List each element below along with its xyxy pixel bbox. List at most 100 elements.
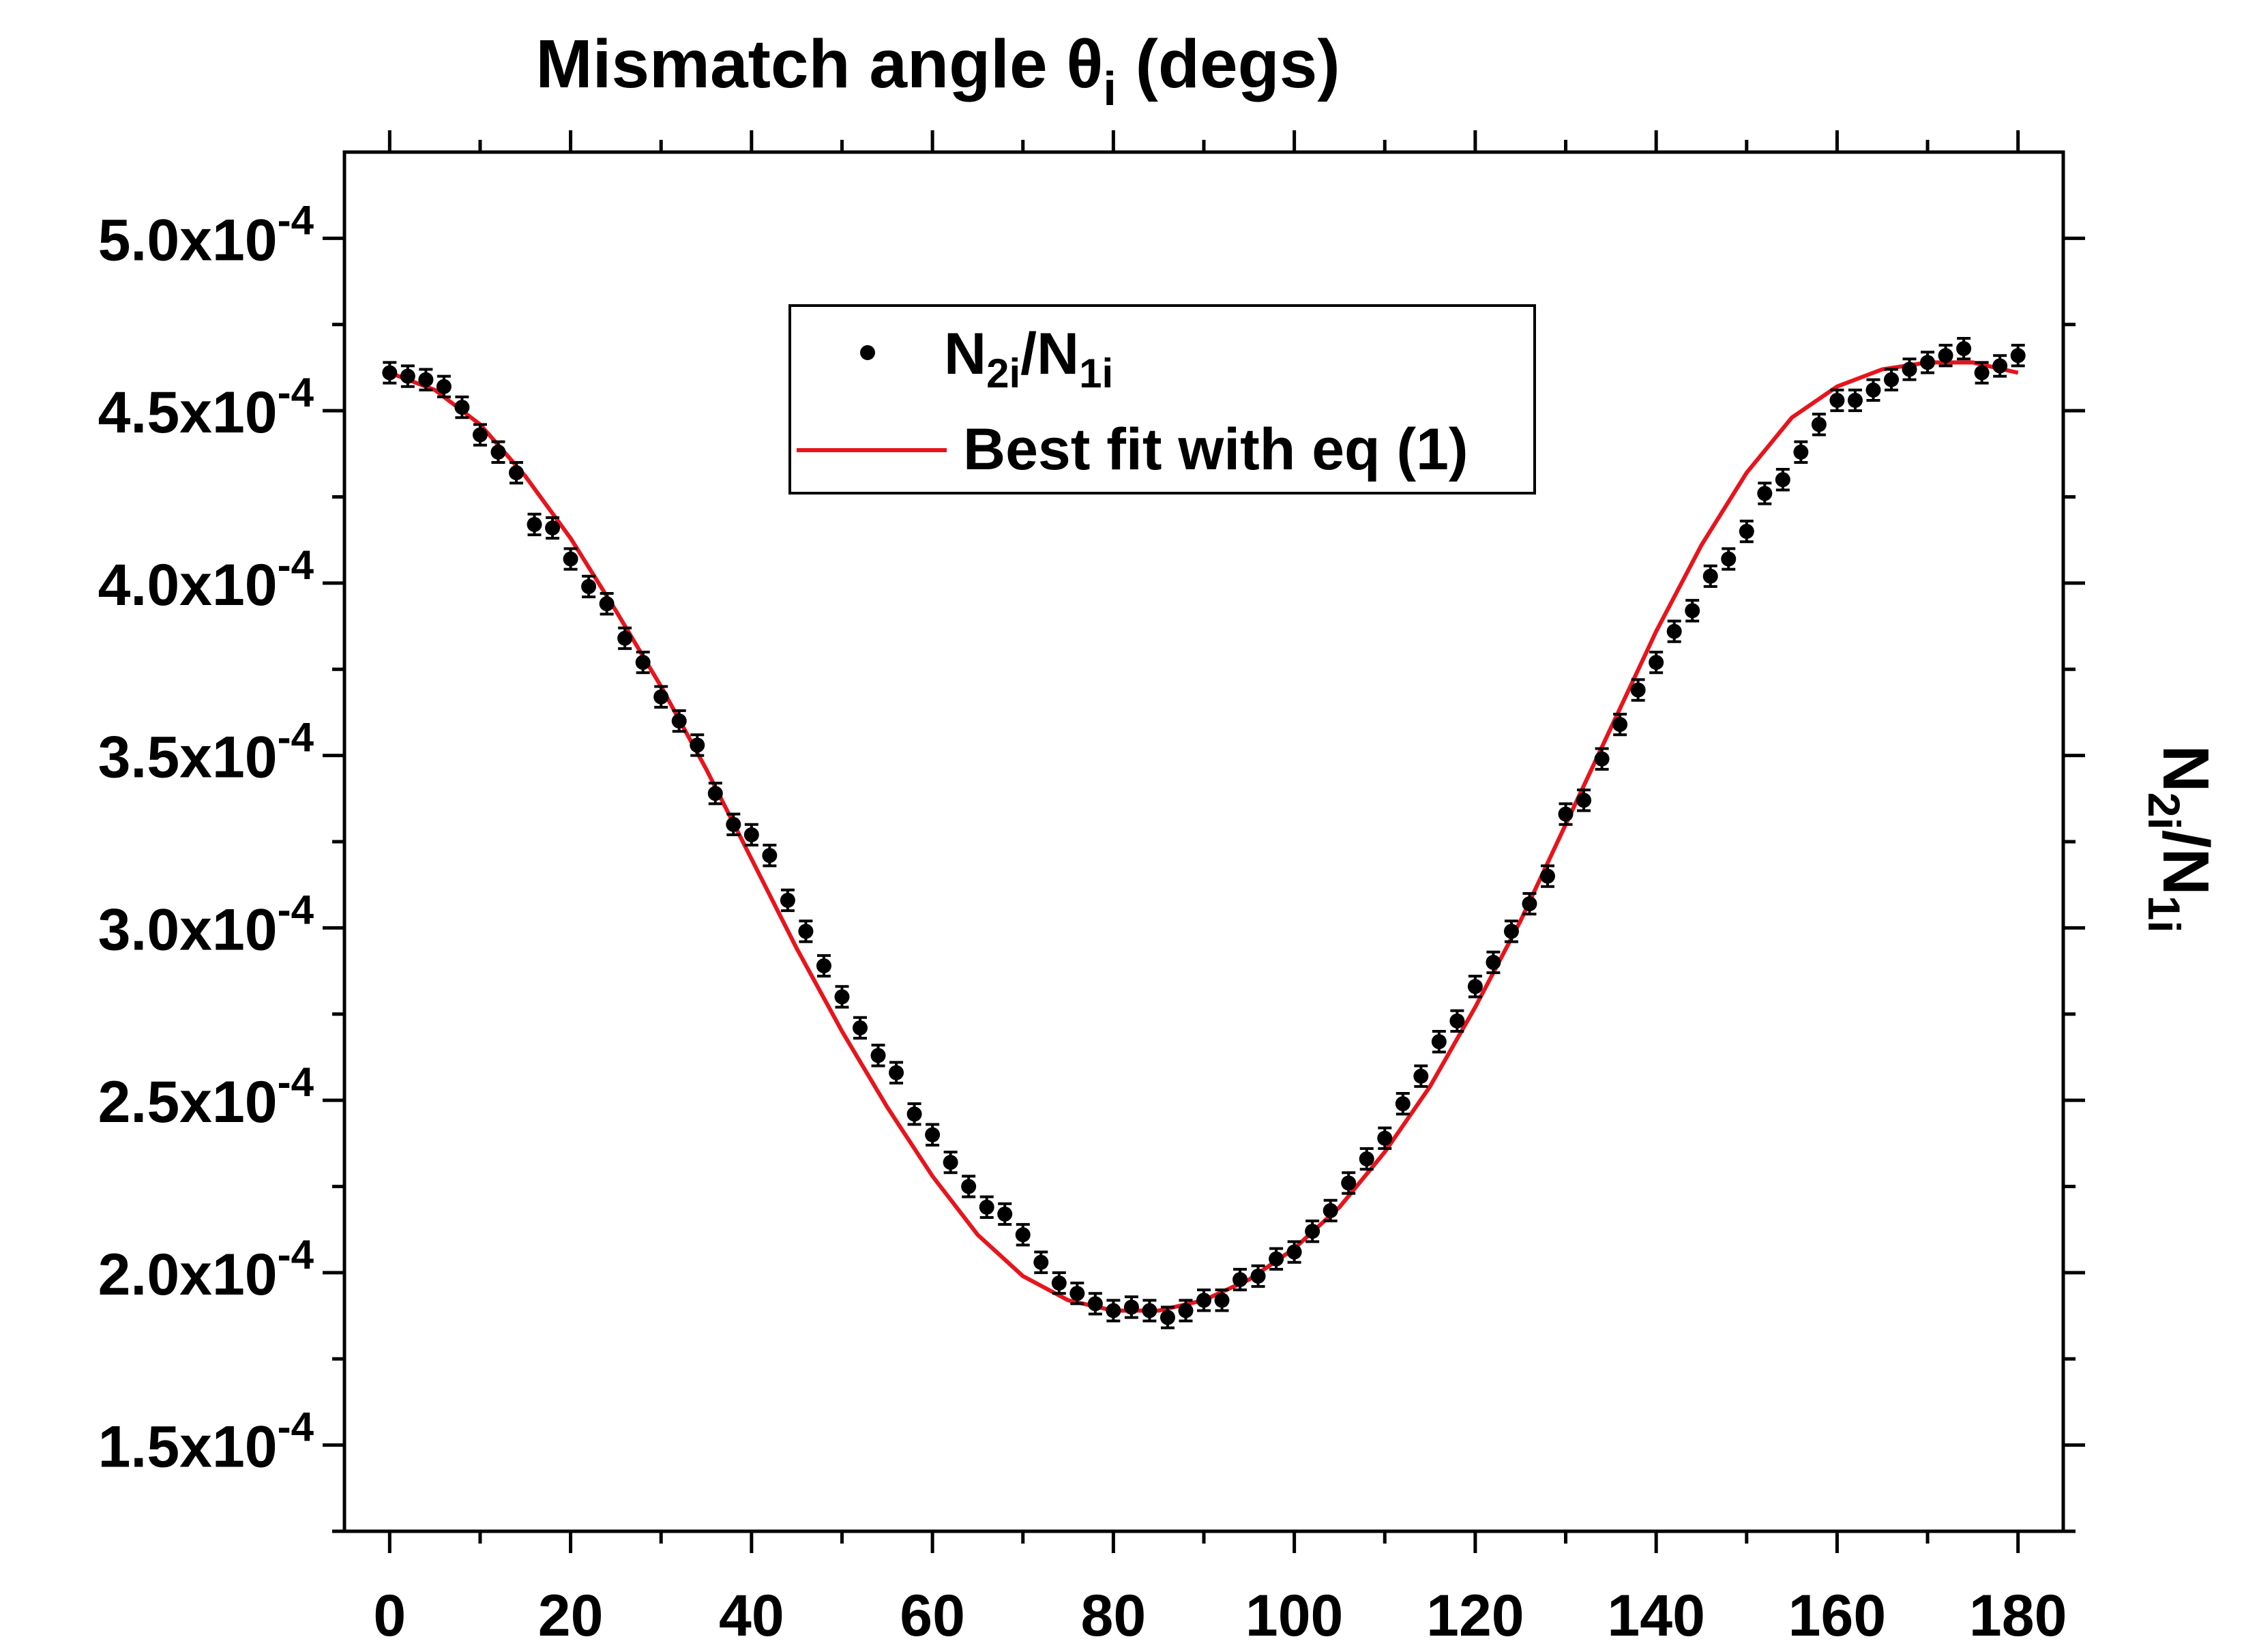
data-point-marker xyxy=(1033,1254,1049,1270)
data-point-marker xyxy=(979,1199,994,1215)
data-point-marker xyxy=(1956,341,1972,357)
data-point xyxy=(1269,1247,1284,1271)
data-point xyxy=(1775,468,1790,492)
data-point xyxy=(1847,388,1863,413)
y-tick-label: 3.5x10-4 xyxy=(98,715,314,791)
data-point-marker xyxy=(1793,444,1809,460)
data-point xyxy=(1612,712,1628,737)
data-point xyxy=(1920,351,1936,374)
data-point xyxy=(889,1061,904,1085)
x-tick-label: 120 xyxy=(1426,1583,1524,1649)
data-point xyxy=(961,1175,977,1198)
y-tick-labels: 1.5x10-4 2.0x10-4 2.5x10-4 3.0x10-4 3.5x10-4… xyxy=(98,197,314,1479)
data-point xyxy=(1232,1267,1248,1292)
chart-title-subscript: i xyxy=(1103,62,1116,115)
data-point-marker xyxy=(798,924,814,939)
data-point-marker xyxy=(1305,1224,1320,1239)
y-tick-label: 3.0x10-4 xyxy=(98,887,314,962)
data-point-marker xyxy=(780,892,795,908)
data-point-marker xyxy=(599,596,615,612)
data-point xyxy=(382,361,398,385)
data-point xyxy=(2010,344,2026,368)
data-point xyxy=(1051,1271,1067,1295)
y-tick-label: 4.5x10-4 xyxy=(98,370,314,445)
data-point-marker xyxy=(1286,1244,1302,1260)
data-point xyxy=(1594,747,1610,771)
data-point-marker xyxy=(1558,806,1574,822)
data-point-marker xyxy=(889,1065,904,1080)
fit-line xyxy=(389,360,2019,1313)
data-point-marker xyxy=(454,400,470,415)
data-point-marker xyxy=(906,1106,922,1122)
data-point xyxy=(617,626,633,650)
data-point xyxy=(1359,1147,1374,1171)
data-point-marker xyxy=(563,551,578,567)
data-point-marker xyxy=(1486,954,1501,970)
data-point-marker xyxy=(418,372,434,387)
data-point xyxy=(1902,357,1917,381)
data-point-marker xyxy=(1630,682,1646,698)
data-point xyxy=(690,733,705,757)
data-point xyxy=(1142,1299,1157,1323)
data-point xyxy=(1666,619,1682,643)
data-point-marker xyxy=(1269,1251,1284,1267)
fit-layer xyxy=(389,360,2019,1313)
data-point-marker xyxy=(1467,979,1483,994)
data-point-marker xyxy=(1739,524,1754,540)
data-point xyxy=(1087,1292,1103,1316)
data-point xyxy=(743,823,759,847)
data-point xyxy=(834,985,850,1009)
data-point xyxy=(1685,599,1700,623)
data-point xyxy=(1196,1288,1211,1312)
data-point-marker xyxy=(1649,655,1664,670)
data-point-marker xyxy=(1938,348,1953,364)
data-point xyxy=(454,395,470,419)
data-point xyxy=(545,516,561,540)
data-point xyxy=(671,709,687,733)
legend-marker-points xyxy=(860,345,875,360)
data-point xyxy=(1992,354,2008,378)
data-point xyxy=(418,368,434,392)
data-point-marker xyxy=(1685,603,1700,619)
data-point-marker xyxy=(1341,1175,1357,1191)
data-point-marker xyxy=(1884,372,1899,387)
data-point xyxy=(1974,361,1990,385)
data-point-marker xyxy=(2010,348,2026,364)
y-tick-label: 5.0x10-4 xyxy=(98,197,314,273)
data-point-marker xyxy=(834,989,850,1005)
data-point xyxy=(1558,802,1574,826)
data-point xyxy=(925,1123,941,1147)
data-point-marker xyxy=(1359,1151,1374,1167)
data-point xyxy=(490,440,506,464)
data-point-marker xyxy=(1612,717,1628,733)
data-point-marker xyxy=(1576,793,1592,808)
x-tick-label: 100 xyxy=(1245,1583,1344,1649)
data-point-marker xyxy=(1522,896,1537,911)
data-point xyxy=(1467,975,1483,999)
data-point-marker xyxy=(690,737,705,753)
x-tick-label: 0 xyxy=(373,1583,406,1649)
data-point-marker xyxy=(472,427,488,443)
data-point-marker xyxy=(671,713,687,729)
data-point-marker xyxy=(1123,1299,1139,1315)
data-point-marker xyxy=(1377,1130,1393,1146)
data-point xyxy=(780,888,795,913)
data-point xyxy=(870,1044,886,1067)
data-point-marker xyxy=(1142,1303,1157,1318)
data-point-marker xyxy=(545,520,561,535)
data-point xyxy=(1811,413,1827,437)
data-point-marker xyxy=(617,630,633,646)
data-point xyxy=(1757,482,1773,505)
data-point-marker xyxy=(1323,1203,1338,1218)
data-point xyxy=(472,423,488,447)
data-point xyxy=(1630,678,1646,702)
data-point xyxy=(1069,1282,1085,1306)
chart-title: Mismatch angle θi (degs) xyxy=(535,26,1340,115)
data-point xyxy=(1015,1223,1031,1247)
y-tick-label: 2.0x10-4 xyxy=(98,1232,314,1308)
data-point-marker xyxy=(527,516,542,532)
data-point-marker xyxy=(1178,1303,1194,1318)
x-tick-label: 60 xyxy=(900,1583,965,1649)
legend: N2i/N1i Best fit with eq (1) xyxy=(788,304,1536,495)
